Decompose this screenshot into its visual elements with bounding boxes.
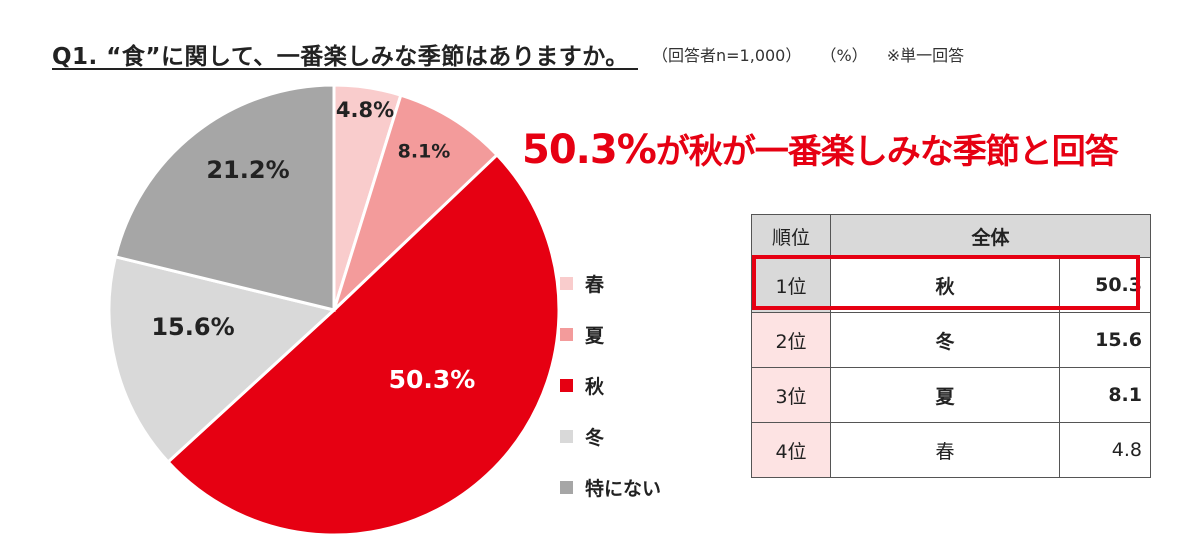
table-row: 1位 秋 50.3 (751, 257, 1151, 313)
table-header-row: 順位 全体 (751, 214, 1151, 258)
season-cell: 春 (830, 422, 1060, 478)
headline: 50.3%が秋が一番楽しみな季節と回答 (522, 124, 1119, 173)
rank-column-header: 順位 (751, 214, 831, 258)
headline-value: 50.3% (522, 127, 657, 173)
pie-slice-4 (113, 83, 336, 312)
value-cell: 15.6 (1059, 312, 1151, 368)
legend-label: 特にない (585, 477, 662, 500)
title-underline (52, 68, 638, 70)
value-cell: 50.3 (1059, 257, 1151, 313)
rank-cell: 1位 (751, 257, 831, 313)
rank-cell: 3位 (751, 367, 831, 423)
table-row: 4位 春 4.8 (751, 422, 1151, 478)
pie-data-label: 21.2% (206, 156, 289, 184)
legend-item: 春 (560, 270, 661, 296)
survey-meta: （回答者n=1,000） （%） ※単一回答 (652, 42, 978, 66)
pie-slice-2 (165, 152, 560, 537)
pie-data-label: 50.3% (389, 365, 476, 394)
value-cell: 8.1 (1059, 367, 1151, 423)
respondents-note: （回答者n=1,000） (652, 46, 802, 65)
pie-chart: 4.8%8.1% 50.3% 15.6% 21.2% (107, 83, 560, 537)
table-row: 3位 夏 8.1 (751, 367, 1151, 423)
pie-data-label: 15.6% (151, 313, 234, 341)
legend-item: 夏 (560, 321, 661, 347)
answer-type-note: ※単一回答 (886, 46, 965, 65)
pie-data-label: 4.8% (336, 98, 394, 122)
legend-swatch (560, 378, 573, 392)
legend-label: 冬 (585, 426, 605, 449)
question-title: Q1. “食”に関して、一番楽しみな季節はありますか。 (52, 44, 629, 70)
legend-swatch (560, 480, 573, 494)
table-row: 2位 冬 15.6 (751, 312, 1151, 368)
pie-slice-1 (330, 93, 500, 316)
legend-swatch (560, 276, 573, 290)
value-cell: 4.8 (1059, 422, 1151, 478)
legend-label: 春 (585, 273, 605, 296)
ranking-table: 順位 全体 1位 秋 50.3 2位 冬 15.6 3位 夏 8.1 4位 春 … (751, 214, 1151, 478)
legend-swatch (560, 327, 573, 341)
headline-text: が秋が一番楽しみな季節と回答 (655, 132, 1119, 172)
legend-swatch (560, 429, 573, 443)
rank-cell: 2位 (751, 312, 831, 368)
rank-cell: 4位 (751, 422, 831, 478)
legend-item: 特にない (560, 474, 661, 500)
all-column-header: 全体 (830, 214, 1151, 258)
unit-note: （%） (820, 46, 868, 65)
legend-item: 冬 (560, 423, 661, 449)
legend-item: 秋 (560, 372, 661, 398)
pie-data-label: 8.1% (398, 141, 451, 163)
chart-legend: 春夏秋冬特にない (560, 270, 661, 525)
legend-label: 夏 (585, 324, 605, 347)
season-cell: 秋 (830, 257, 1060, 313)
season-cell: 冬 (830, 312, 1060, 368)
pie-slice-3 (107, 254, 338, 465)
legend-label: 秋 (585, 375, 605, 398)
season-cell: 夏 (830, 367, 1060, 423)
